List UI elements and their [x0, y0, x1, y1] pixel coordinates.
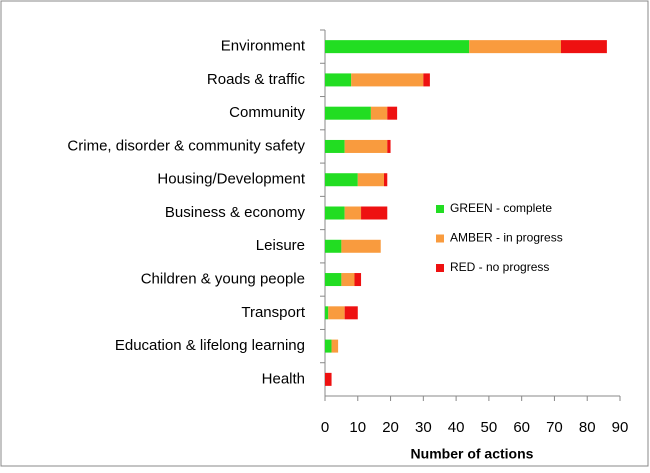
bar-segment: [325, 239, 342, 253]
y-tick-label: Roads & traffic: [207, 71, 306, 88]
bar-segment: [344, 306, 358, 320]
bar-segment: [387, 106, 398, 120]
bar-segment: [325, 273, 342, 287]
legend-label: RED - no progress: [450, 260, 549, 274]
legend-swatch: [436, 205, 444, 213]
bar-segment: [423, 73, 430, 87]
legend-label: AMBER - in progress: [450, 231, 563, 245]
bar-segment: [351, 73, 424, 87]
bar-segment: [325, 306, 329, 320]
bar-segment: [341, 273, 355, 287]
bar-segment: [325, 206, 345, 220]
y-tick-label: Children & young people: [141, 271, 305, 288]
y-tick-label: Community: [229, 104, 305, 121]
bar-segment: [325, 73, 352, 87]
y-tick-label: Health: [262, 370, 305, 387]
y-tick-label: Education & lifelong learning: [115, 337, 305, 354]
bar-segment: [344, 139, 388, 153]
bar-segment: [384, 173, 388, 187]
bar-segment: [328, 306, 345, 320]
bar-segment: [325, 106, 371, 120]
x-tick-label: 80: [579, 419, 596, 436]
x-axis-label: Number of actions: [411, 446, 534, 462]
bar-segment: [325, 173, 358, 187]
legend-swatch: [436, 234, 444, 243]
y-tick-label: Leisure: [256, 237, 305, 254]
bar-segment: [469, 40, 561, 54]
x-tick-label: 90: [612, 419, 629, 436]
x-tick-label: 70: [546, 419, 563, 436]
x-tick-label: 50: [481, 419, 498, 436]
y-tick-label: Housing/Development: [157, 171, 305, 188]
y-tick-label: Business & economy: [165, 204, 306, 221]
x-tick-label: 0: [321, 419, 329, 436]
bar-segment: [561, 40, 607, 54]
bar-segment: [325, 40, 470, 54]
bar-segment: [354, 273, 362, 287]
x-tick-label: 10: [349, 419, 366, 436]
legend-label: GREEN - complete: [450, 201, 552, 215]
y-tick-label: Environment: [221, 38, 306, 55]
y-tick-label: Crime, disorder & community safety: [67, 137, 305, 154]
x-tick-label: 60: [513, 419, 530, 436]
bar-segment: [361, 206, 388, 220]
x-tick-label: 30: [415, 419, 432, 436]
bar-segment: [341, 239, 381, 253]
y-tick-label: Transport: [241, 304, 305, 321]
bar-segment: [344, 206, 362, 220]
bar-segment: [325, 139, 345, 153]
x-tick-label: 40: [448, 419, 465, 436]
legend-swatch: [436, 264, 444, 272]
bar-segment: [325, 372, 332, 386]
bar-segment: [387, 139, 391, 153]
x-tick-label: 20: [382, 419, 399, 436]
bar-segment: [370, 106, 388, 120]
bar-segment: [325, 339, 332, 353]
bar-segment: [331, 339, 339, 353]
bar-segment: [357, 173, 384, 187]
